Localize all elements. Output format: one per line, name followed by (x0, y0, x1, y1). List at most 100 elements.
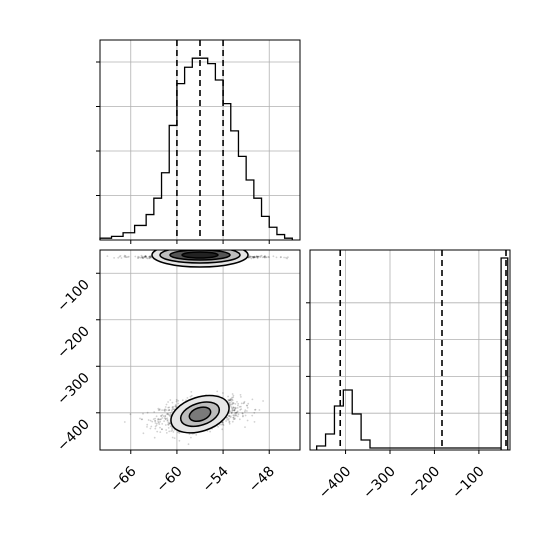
scatter-point (149, 427, 152, 430)
scatter-point (246, 404, 249, 407)
scatter-point (170, 428, 173, 430)
scatter-point (248, 255, 251, 258)
density-contour (181, 251, 219, 259)
scatter-point (167, 422, 170, 425)
scatter-point (251, 398, 254, 401)
scatter-point (232, 407, 235, 409)
scatter-point (262, 400, 264, 402)
scatter-point (167, 424, 170, 426)
scatter-point (238, 405, 241, 408)
scatter-point (231, 396, 233, 399)
scatter-point (241, 412, 244, 415)
scatter-point (234, 412, 236, 414)
scatter-point (256, 256, 259, 259)
scatter-point (113, 257, 115, 259)
scatter-point (106, 255, 109, 257)
scatter-point (229, 416, 232, 419)
scatter-point (117, 256, 120, 259)
scatter-point (169, 414, 171, 416)
scatter-point (232, 394, 235, 397)
scatter-point (251, 256, 254, 258)
scatter-point (152, 418, 155, 420)
scatter-point (236, 415, 239, 418)
scatter-point (142, 257, 145, 260)
scatter-point (142, 432, 145, 435)
scatter-point (164, 414, 167, 417)
scatter-point (164, 418, 167, 421)
scatter-point (232, 402, 235, 405)
scatter-point (234, 408, 237, 410)
scatter-point (139, 417, 141, 420)
scatter-point (160, 415, 163, 417)
scatter-point (234, 412, 237, 414)
scatter-point (172, 406, 175, 408)
scatter-point (159, 418, 162, 421)
scatter-point (178, 432, 181, 434)
scatter-point (154, 420, 157, 422)
scatter-point (149, 255, 151, 258)
scatter-point (157, 420, 160, 423)
scatter-point (148, 257, 151, 259)
scatter-point (160, 418, 163, 421)
scatter-point (141, 256, 144, 259)
scatter-point (144, 255, 147, 258)
scatter-point (118, 255, 121, 258)
scatter-point (257, 255, 260, 258)
histogram-step-y (316, 257, 509, 450)
scatter-point (246, 410, 248, 412)
scatter-point (229, 410, 232, 413)
scatter-point (264, 256, 266, 259)
scatter-point (234, 417, 236, 420)
scatter-point (123, 421, 126, 423)
scatter-point (256, 257, 259, 260)
scatter-point (160, 414, 163, 417)
scatter-point (241, 412, 244, 415)
scatter-point (272, 255, 275, 258)
scatter-point (255, 255, 258, 257)
scatter-point (231, 393, 234, 395)
scatter-point (228, 422, 231, 425)
scatter-point (229, 398, 232, 400)
scatter-point (216, 390, 219, 393)
histogram-step-x (99, 57, 293, 240)
scatter-point (233, 406, 236, 409)
scatter-point (168, 409, 171, 411)
scatter-point (231, 403, 234, 406)
scatter-point (168, 430, 171, 433)
scatter-point (164, 406, 167, 408)
scatter-point (260, 254, 263, 257)
scatter-point (165, 429, 168, 431)
scatter-point (163, 410, 166, 413)
scatter-point (258, 409, 261, 411)
scatter-point (169, 412, 172, 414)
scatter-point (164, 408, 167, 411)
scatter-point (159, 431, 162, 433)
scatter-point (144, 255, 147, 257)
scatter-point (286, 257, 288, 260)
scatter-point (232, 402, 235, 404)
scatter-point (234, 406, 237, 409)
scatter-point (158, 408, 161, 410)
scatter-point (228, 399, 231, 401)
scatter-point (229, 399, 231, 402)
scatter-point (228, 414, 230, 417)
scatter-point (134, 255, 137, 258)
scatter-point (221, 421, 224, 424)
scatter-point (230, 406, 233, 408)
scatter-point (158, 418, 161, 421)
scatter-point (232, 406, 235, 408)
scatter-point (173, 408, 175, 410)
scatter-point (162, 415, 165, 418)
scatter-point (164, 409, 166, 411)
scatter-point (227, 398, 230, 401)
scatter-point (145, 256, 148, 258)
scatter-point (126, 256, 129, 258)
scatter-point (256, 255, 259, 258)
scatter-point (166, 413, 168, 415)
scatter-point (235, 414, 237, 417)
scatter-point (231, 399, 234, 401)
scatter-point (170, 430, 173, 432)
scatter-point (232, 396, 235, 399)
scatter-point (233, 415, 236, 417)
scatter-point (125, 256, 128, 259)
